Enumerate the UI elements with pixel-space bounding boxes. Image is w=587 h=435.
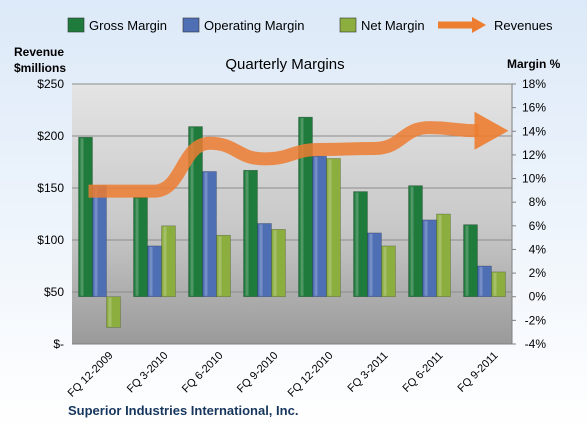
bar-highlight — [149, 246, 153, 296]
bar-highlight — [204, 172, 208, 296]
bar — [216, 234, 231, 298]
right-tick-label: 18% — [522, 77, 546, 91]
right-tick-label: 6% — [529, 219, 547, 233]
right-tick-label: 4% — [529, 242, 547, 256]
bar — [463, 224, 478, 298]
bar — [106, 296, 121, 328]
right-tick-label: -2% — [525, 313, 547, 327]
bar-highlight — [190, 127, 194, 296]
right-tick-label: 16% — [522, 101, 546, 115]
bar-highlight — [245, 171, 249, 296]
bar-highlight — [424, 220, 428, 296]
bar — [161, 225, 176, 298]
margin-bars — [78, 116, 506, 328]
bar — [202, 171, 217, 298]
left-tick-label: $50 — [44, 285, 64, 299]
left-tick-label: $100 — [37, 233, 64, 247]
bar-highlight — [135, 198, 139, 296]
bar — [381, 245, 396, 298]
chart-title: Quarterly Margins — [225, 56, 344, 73]
revenue-arrowhead — [474, 111, 509, 150]
bar-highlight — [94, 186, 98, 296]
bar-highlight — [218, 236, 222, 296]
bar-highlight — [300, 118, 304, 296]
bar-highlight — [259, 224, 263, 296]
bar-highlight — [80, 138, 84, 296]
left-tick-label: $150 — [37, 181, 64, 195]
bar-highlight — [410, 186, 414, 296]
bar-highlight — [273, 230, 277, 296]
left-axis-label-line2: $millions — [14, 61, 66, 75]
left-axis-label-line1: Revenue — [14, 45, 64, 59]
bar — [436, 213, 451, 298]
bar-highlight — [328, 159, 332, 296]
legend-swatch — [339, 17, 357, 33]
bar-highlight — [479, 267, 483, 296]
bar-highlight — [369, 233, 373, 296]
left-tick-label: $200 — [37, 129, 64, 143]
bar-highlight — [465, 225, 469, 296]
right-tick-label: 14% — [522, 124, 546, 138]
bar-highlight — [163, 226, 167, 296]
left-tick-label: $250 — [37, 77, 64, 91]
right-tick-label: -4% — [525, 337, 547, 351]
bar-highlight — [108, 297, 112, 327]
right-tick-label: 2% — [529, 266, 547, 280]
legend-label: Revenues — [494, 18, 553, 33]
left-tick-label: $- — [53, 337, 64, 351]
bar — [326, 158, 341, 298]
legend-swatch — [182, 17, 200, 33]
bar — [271, 229, 286, 298]
revenue-line-group — [88, 111, 509, 198]
bar — [491, 271, 506, 298]
right-tick-label: 0% — [529, 290, 547, 304]
bar-highlight — [355, 192, 359, 296]
bar-highlight — [493, 272, 497, 296]
legend-label: Gross Margin — [89, 18, 167, 33]
legend-swatch — [67, 17, 85, 33]
right-axis-ticks: -4% -2% 0% 2% 4% 6% 8% 10% 12% 14% 16% 18% — [512, 77, 546, 351]
bar-highlight — [314, 157, 318, 296]
left-axis-ticks: $- $50 $100 $150 $200 $250 — [37, 77, 64, 351]
right-tick-label: 8% — [529, 195, 547, 209]
legend-label: Operating Margin — [204, 18, 304, 33]
bar-highlight — [438, 215, 442, 296]
legend: Gross Margin Operating Margin Net Margin Re… — [67, 17, 553, 33]
right-tick-label: 12% — [522, 148, 546, 162]
bar-highlight — [383, 246, 387, 296]
revenue-line — [88, 121, 479, 198]
legend-label: Net Margin — [361, 18, 425, 33]
right-tick-label: 10% — [522, 172, 546, 186]
legend-arrowhead — [472, 17, 486, 33]
right-axis-label: Margin % — [507, 57, 561, 71]
company-name: Superior Industries International, Inc. — [68, 403, 298, 418]
